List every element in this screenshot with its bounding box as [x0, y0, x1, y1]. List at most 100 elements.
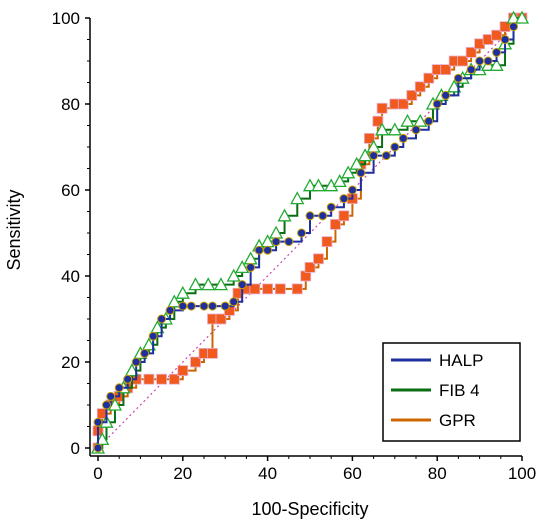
data-point	[406, 90, 418, 101]
data-point	[387, 122, 402, 136]
data-point	[186, 301, 196, 311]
data-point	[304, 261, 316, 273]
data-point	[339, 194, 349, 204]
data-point	[440, 64, 452, 75]
data-point	[491, 29, 502, 41]
data-point	[347, 185, 357, 195]
data-point	[131, 357, 141, 367]
data-point	[175, 285, 190, 299]
data-point	[318, 211, 328, 221]
data-point	[168, 373, 180, 385]
legend-entry: GPR	[439, 411, 476, 430]
data-point	[284, 237, 294, 247]
data-point	[207, 347, 218, 359]
x-tick-label: 100	[508, 464, 536, 483]
data-point	[398, 133, 408, 143]
data-point	[376, 102, 388, 114]
data-point	[341, 165, 356, 179]
data-point	[220, 301, 230, 311]
x-tick-label: 60	[343, 464, 362, 483]
y-tick-label: 60	[61, 181, 80, 200]
data-point	[411, 125, 421, 135]
data-point	[95, 432, 110, 446]
data-point	[123, 374, 133, 384]
data-point	[413, 113, 428, 127]
data-point	[201, 277, 216, 291]
data-point	[356, 168, 366, 178]
data-point	[101, 400, 111, 410]
data-point	[483, 56, 493, 66]
data-point	[215, 313, 227, 325]
data-point	[141, 337, 156, 351]
data-point	[143, 373, 155, 385]
data-point	[167, 294, 182, 308]
data-point	[297, 228, 307, 238]
data-point	[500, 35, 510, 44]
data-point	[475, 56, 485, 66]
y-tick-label: 100	[52, 9, 80, 28]
data-point	[457, 55, 469, 67]
data-point	[414, 81, 426, 93]
data-point	[381, 151, 391, 161]
data-point	[432, 99, 442, 109]
data-point	[332, 174, 347, 188]
data-point	[397, 98, 409, 110]
data-point	[369, 151, 379, 161]
data-point	[305, 211, 315, 221]
data-point	[492, 47, 502, 57]
data-point	[441, 90, 451, 100]
data-point	[190, 356, 201, 368]
data-point	[148, 331, 158, 341]
data-point	[114, 383, 124, 393]
data-point	[489, 57, 504, 71]
data-point	[290, 191, 305, 205]
data-point	[207, 301, 217, 311]
data-point	[453, 73, 463, 83]
data-point	[124, 363, 140, 377]
x-tick-label: 20	[173, 464, 192, 483]
data-point	[311, 178, 326, 192]
data-point	[229, 297, 239, 307]
data-point	[363, 132, 375, 144]
data-point	[447, 79, 462, 93]
data-point	[246, 262, 256, 272]
data-point	[338, 210, 350, 222]
legend-entry: HALP	[439, 351, 483, 370]
data-point	[321, 236, 333, 248]
data-point	[372, 115, 384, 127]
legend: HALP FIB 4 GPR	[382, 342, 521, 442]
data-point	[313, 253, 324, 265]
data-point	[188, 277, 203, 291]
x-axis-title: 100-Specificity	[251, 499, 368, 519]
data-point	[235, 260, 250, 274]
y-axis-title: Sensitivity	[4, 189, 24, 270]
data-point	[157, 314, 167, 324]
data-point	[263, 245, 273, 255]
data-point	[514, 10, 530, 24]
data-point	[249, 283, 261, 295]
data-point	[271, 237, 281, 247]
data-point	[374, 122, 390, 136]
y-tick-label: 20	[61, 353, 80, 372]
legend-entry: FIB 4	[439, 381, 480, 400]
data-point	[177, 365, 189, 377]
data-point	[93, 417, 103, 427]
data-point	[400, 113, 415, 127]
data-point	[349, 156, 364, 170]
data-point	[140, 348, 150, 358]
data-point	[262, 283, 274, 295]
data-point	[106, 391, 116, 401]
plot-area	[90, 10, 530, 454]
data-point	[156, 373, 168, 385]
data-point	[358, 148, 373, 162]
data-point	[330, 218, 341, 230]
data-point	[274, 283, 286, 295]
data-point	[226, 268, 241, 282]
data-point	[93, 443, 103, 453]
x-tick-label: 80	[428, 464, 447, 483]
data-point	[254, 245, 264, 255]
data-point	[302, 178, 318, 192]
data-point	[165, 305, 175, 315]
data-point	[291, 283, 303, 295]
